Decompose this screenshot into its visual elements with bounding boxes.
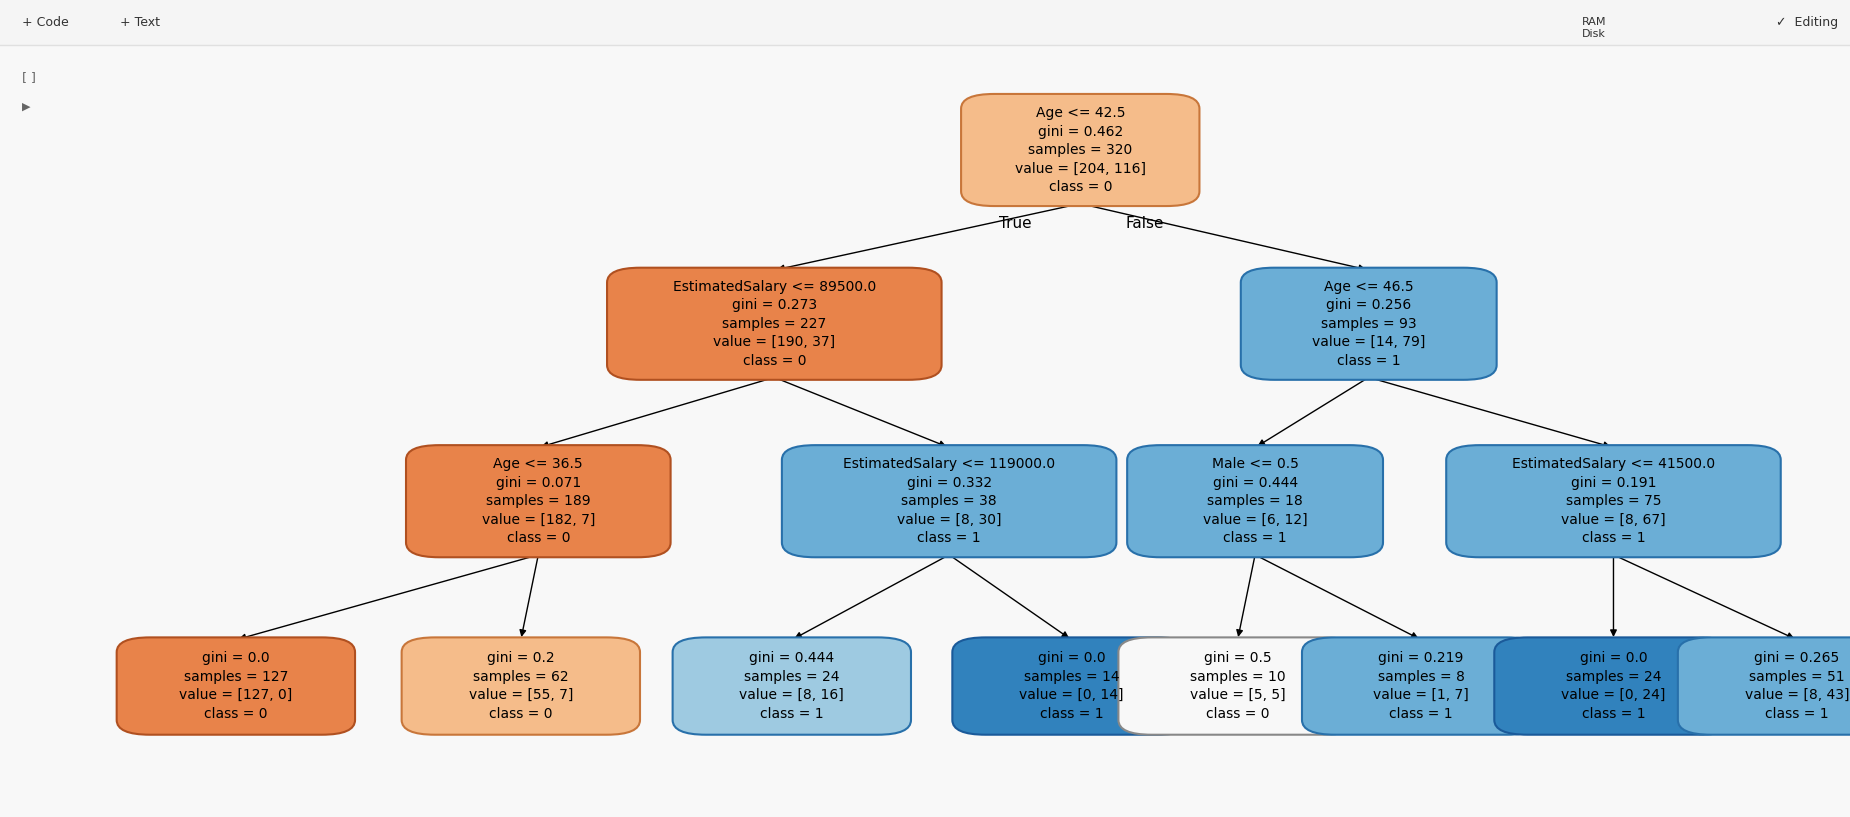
FancyBboxPatch shape — [1302, 637, 1541, 734]
FancyBboxPatch shape — [1678, 637, 1850, 734]
Text: Age <= 36.5
gini = 0.071
samples = 189
value = [182, 7]
class = 0: Age <= 36.5 gini = 0.071 samples = 189 v… — [481, 458, 596, 545]
FancyBboxPatch shape — [783, 445, 1116, 557]
FancyBboxPatch shape — [673, 637, 910, 734]
Text: + Text: + Text — [120, 16, 161, 29]
FancyBboxPatch shape — [401, 637, 640, 734]
FancyBboxPatch shape — [1495, 637, 1733, 734]
Text: gini = 0.0
samples = 127
value = [127, 0]
class = 0: gini = 0.0 samples = 127 value = [127, 0… — [179, 651, 292, 721]
Text: gini = 0.0
samples = 14
value = [0, 14]
class = 1: gini = 0.0 samples = 14 value = [0, 14] … — [1019, 651, 1123, 721]
Text: Age <= 46.5
gini = 0.256
samples = 93
value = [14, 79]
class = 1: Age <= 46.5 gini = 0.256 samples = 93 va… — [1312, 280, 1424, 368]
Text: gini = 0.219
samples = 8
value = [1, 7]
class = 1: gini = 0.219 samples = 8 value = [1, 7] … — [1373, 651, 1469, 721]
Text: ✓  Editing: ✓ Editing — [1776, 16, 1839, 29]
Text: EstimatedSalary <= 41500.0
gini = 0.191
samples = 75
value = [8, 67]
class = 1: EstimatedSalary <= 41500.0 gini = 0.191 … — [1511, 458, 1715, 545]
Text: gini = 0.0
samples = 24
value = [0, 24]
class = 1: gini = 0.0 samples = 24 value = [0, 24] … — [1561, 651, 1665, 721]
Text: gini = 0.2
samples = 62
value = [55, 7]
class = 0: gini = 0.2 samples = 62 value = [55, 7] … — [468, 651, 574, 721]
Text: True: True — [999, 216, 1032, 231]
Text: RAM: RAM — [1582, 17, 1606, 28]
Text: [ ]: [ ] — [22, 71, 37, 84]
Text: + Code: + Code — [22, 16, 68, 29]
Text: EstimatedSalary <= 89500.0
gini = 0.273
samples = 227
value = [190, 37]
class = : EstimatedSalary <= 89500.0 gini = 0.273 … — [673, 280, 875, 368]
Text: Disk: Disk — [1582, 29, 1606, 38]
Text: EstimatedSalary <= 119000.0
gini = 0.332
samples = 38
value = [8, 30]
class = 1: EstimatedSalary <= 119000.0 gini = 0.332… — [844, 458, 1054, 545]
FancyBboxPatch shape — [953, 637, 1191, 734]
Text: ▶: ▶ — [22, 101, 31, 111]
FancyBboxPatch shape — [962, 94, 1199, 206]
FancyBboxPatch shape — [607, 268, 942, 380]
Text: gini = 0.5
samples = 10
value = [5, 5]
class = 0: gini = 0.5 samples = 10 value = [5, 5] c… — [1190, 651, 1286, 721]
Text: False: False — [1127, 216, 1164, 231]
Text: gini = 0.444
samples = 24
value = [8, 16]
class = 1: gini = 0.444 samples = 24 value = [8, 16… — [740, 651, 844, 721]
FancyBboxPatch shape — [117, 637, 355, 734]
FancyBboxPatch shape — [1119, 637, 1356, 734]
Text: gini = 0.265
samples = 51
value = [8, 43]
class = 1: gini = 0.265 samples = 51 value = [8, 43… — [1745, 651, 1850, 721]
FancyBboxPatch shape — [1127, 445, 1384, 557]
Text: Male <= 0.5
gini = 0.444
samples = 18
value = [6, 12]
class = 1: Male <= 0.5 gini = 0.444 samples = 18 va… — [1202, 458, 1308, 545]
FancyBboxPatch shape — [0, 0, 1850, 45]
FancyBboxPatch shape — [1447, 445, 1782, 557]
FancyBboxPatch shape — [1241, 268, 1497, 380]
FancyBboxPatch shape — [405, 445, 670, 557]
Text: Age <= 42.5
gini = 0.462
samples = 320
value = [204, 116]
class = 0: Age <= 42.5 gini = 0.462 samples = 320 v… — [1016, 106, 1145, 194]
